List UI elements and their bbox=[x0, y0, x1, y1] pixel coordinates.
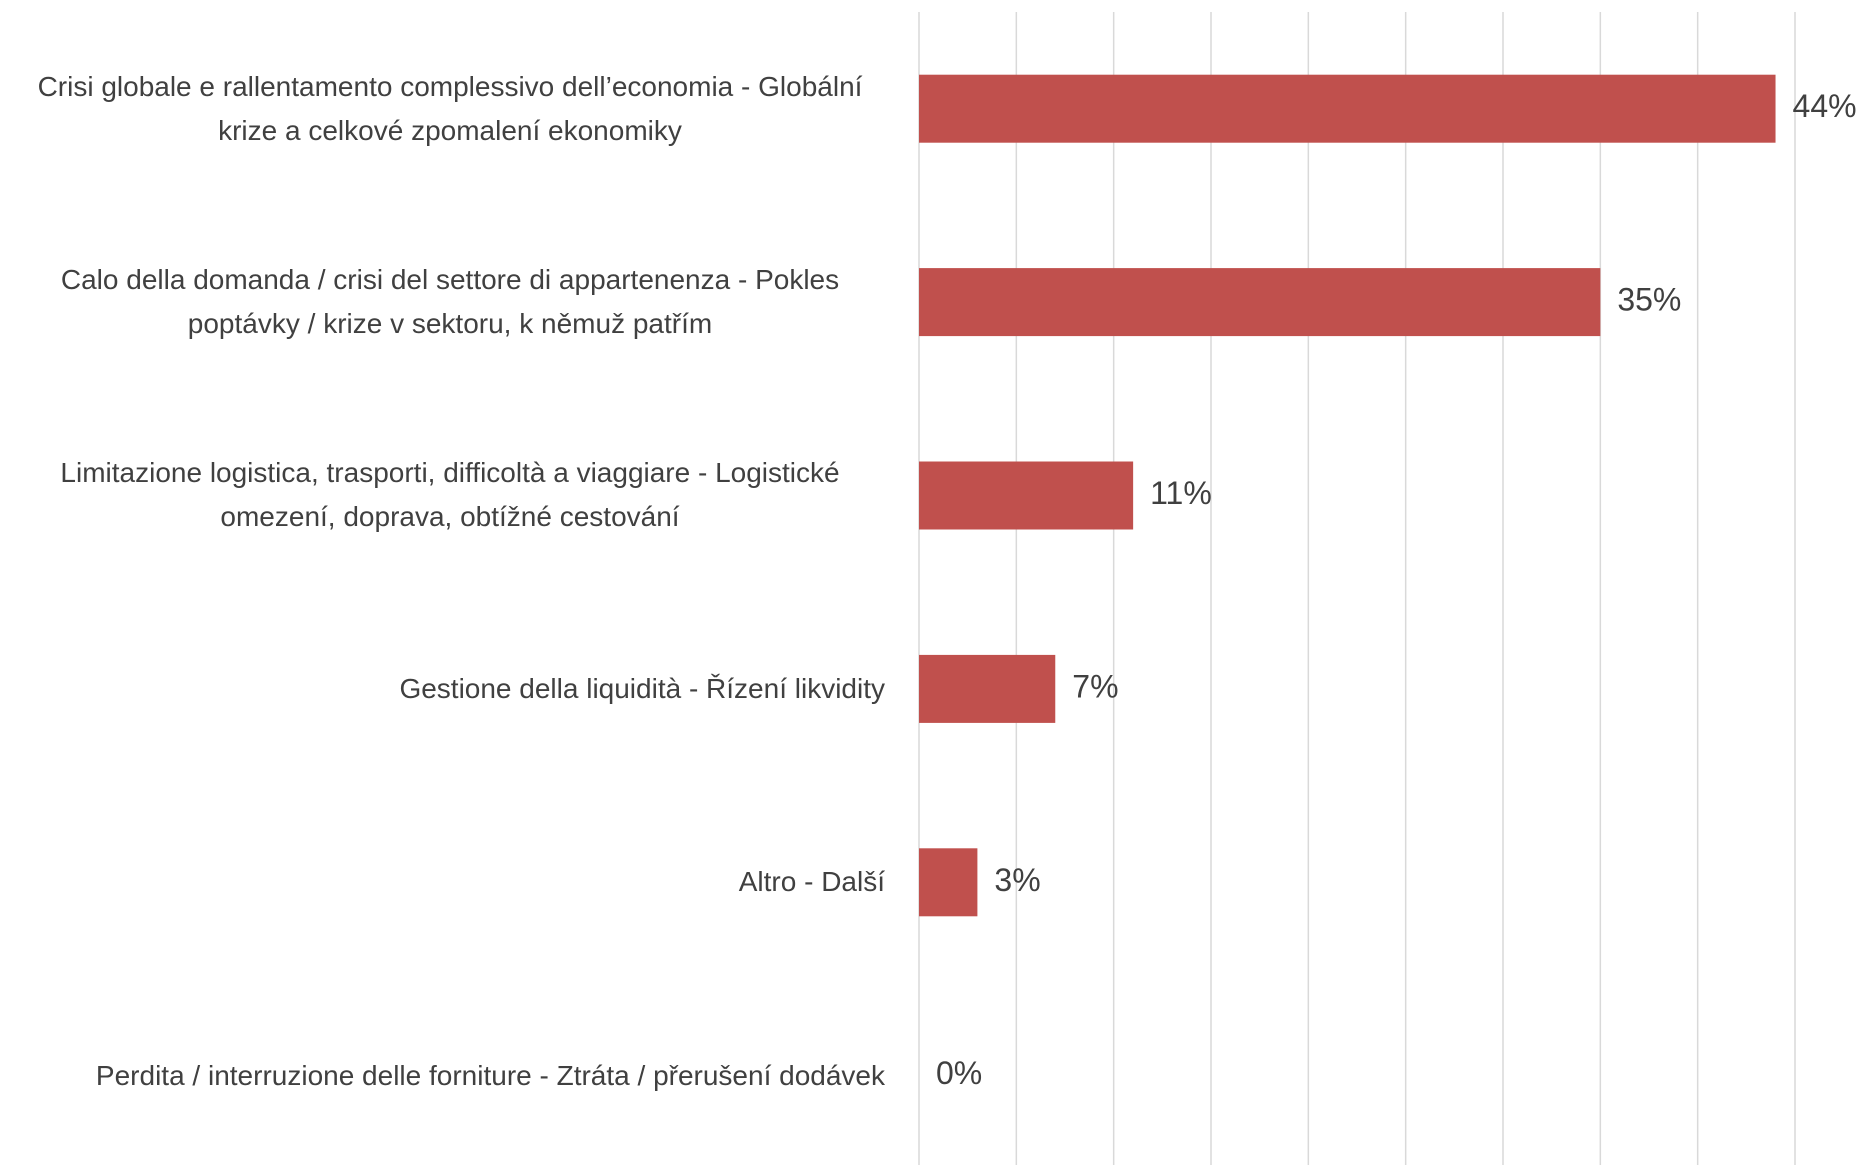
value-label: 35% bbox=[1617, 282, 1681, 318]
bar bbox=[919, 74, 1776, 143]
value-label: 7% bbox=[1072, 668, 1118, 704]
category-label-box: Crisi globale e rallentamento complessiv… bbox=[0, 12, 885, 205]
value-label: 44% bbox=[1793, 88, 1857, 124]
bar bbox=[919, 654, 1056, 723]
bar bbox=[919, 268, 1601, 337]
value-label: 11% bbox=[1150, 475, 1212, 511]
y-tick-label: Gestione della liquidità - Řízení likvid… bbox=[399, 672, 885, 704]
bar bbox=[919, 461, 1134, 530]
category-label-box: Gestione della liquidità - Řízení likvid… bbox=[0, 592, 885, 785]
category-label-box: Perdita / interruzione delle forniture -… bbox=[0, 979, 885, 1165]
value-label: 3% bbox=[994, 862, 1040, 898]
y-tick-label: Perdita / interruzione delle forniture -… bbox=[95, 1059, 885, 1091]
category-label-box: Calo della domanda / crisi del settore d… bbox=[0, 205, 885, 398]
y-tick-label: Altro - Další bbox=[738, 866, 885, 898]
y-tick-label: Limitazione logistica, trasporti, diffic… bbox=[60, 457, 840, 533]
category-label-box: Limitazione logistica, trasporti, diffic… bbox=[0, 399, 885, 592]
y-tick-label: Crisi globale e rallentamento complessiv… bbox=[37, 70, 863, 146]
category-label-box: Altro - Další bbox=[0, 786, 885, 979]
value-label: 0% bbox=[936, 1055, 982, 1091]
y-tick-label: Calo della domanda / crisi del settore d… bbox=[60, 264, 840, 340]
bar bbox=[919, 848, 978, 917]
